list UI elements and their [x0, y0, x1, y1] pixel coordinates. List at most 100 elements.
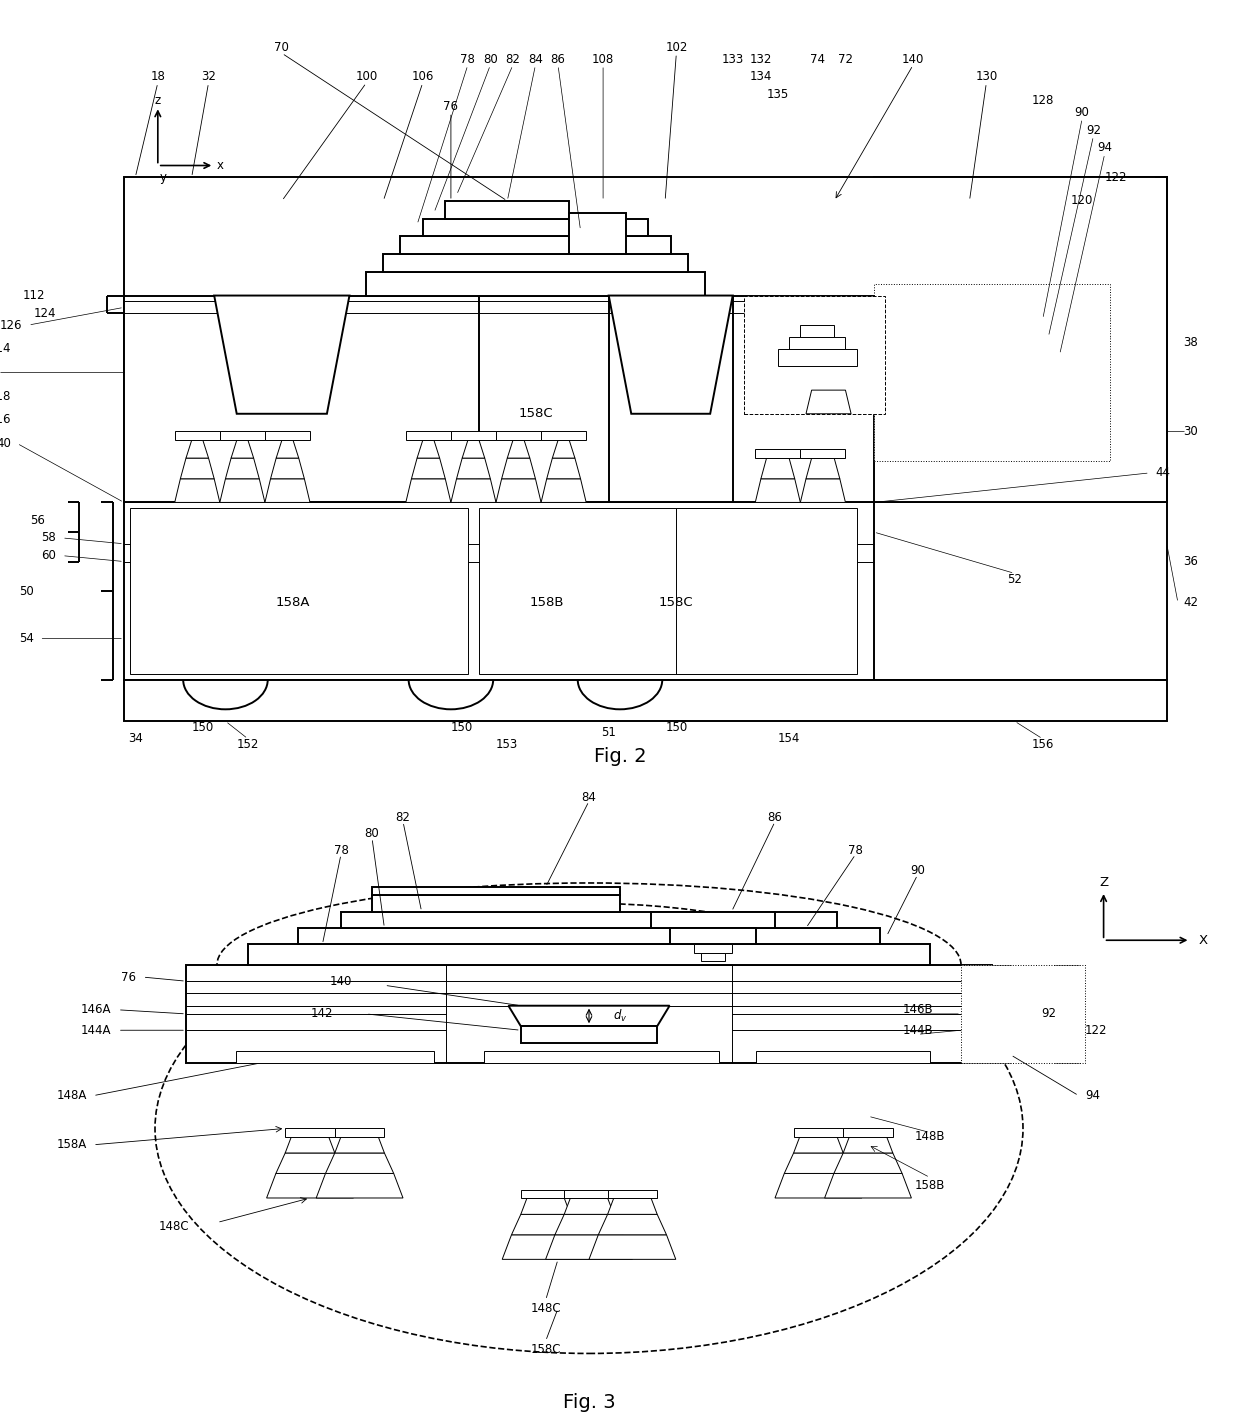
Polygon shape [451, 478, 496, 502]
Text: 114: 114 [0, 343, 11, 356]
Text: 60: 60 [41, 549, 56, 562]
Polygon shape [508, 1006, 670, 1026]
Polygon shape [180, 458, 215, 478]
Bar [372, 895, 620, 912]
Text: 80: 80 [365, 827, 379, 841]
Bar [285, 1128, 335, 1137]
Bar [130, 508, 467, 675]
Text: 126: 126 [0, 319, 22, 332]
Text: 58: 58 [42, 531, 56, 545]
Polygon shape [325, 1153, 394, 1174]
Polygon shape [599, 1214, 667, 1235]
Polygon shape [825, 1174, 911, 1198]
Polygon shape [456, 458, 490, 478]
Polygon shape [589, 1235, 676, 1259]
Text: 158C: 158C [518, 407, 553, 420]
Text: 32: 32 [201, 70, 216, 84]
Polygon shape [265, 478, 310, 502]
Bar [670, 928, 756, 945]
Polygon shape [541, 478, 587, 502]
Bar [676, 508, 857, 675]
Bar [521, 1190, 570, 1198]
Bar [405, 431, 451, 440]
Polygon shape [496, 478, 541, 502]
Text: 128: 128 [1032, 94, 1054, 107]
Text: 42: 42 [1184, 596, 1199, 609]
Text: 132: 132 [750, 53, 773, 65]
Polygon shape [270, 458, 304, 478]
Polygon shape [511, 1214, 580, 1235]
Text: 134: 134 [750, 70, 773, 84]
Bar [236, 1050, 434, 1063]
Text: Z: Z [1099, 877, 1109, 889]
Text: 130: 130 [975, 70, 997, 84]
Bar [874, 283, 1110, 461]
Text: 84: 84 [528, 53, 543, 65]
Text: 50: 50 [19, 585, 33, 598]
Text: 135: 135 [766, 88, 789, 101]
Text: 78: 78 [848, 844, 863, 857]
Bar [372, 887, 620, 895]
Bar [186, 965, 992, 1063]
Text: 118: 118 [0, 390, 11, 403]
Bar [383, 255, 688, 272]
Text: Fig. 3: Fig. 3 [563, 1393, 615, 1412]
Bar [541, 431, 587, 440]
Text: 44: 44 [1156, 467, 1171, 480]
Text: 156: 156 [1032, 739, 1054, 751]
Polygon shape [833, 1153, 903, 1174]
Text: 36: 36 [1184, 555, 1199, 568]
Polygon shape [775, 1174, 862, 1198]
Text: y: y [160, 171, 167, 184]
Polygon shape [463, 440, 485, 458]
Text: 120: 120 [1071, 195, 1094, 208]
Text: 82: 82 [506, 53, 521, 65]
Text: 84: 84 [582, 791, 596, 804]
Text: 158A: 158A [57, 1138, 87, 1151]
Text: 148B: 148B [915, 1130, 945, 1143]
Bar [789, 337, 846, 349]
Text: 94: 94 [1097, 141, 1112, 154]
Text: 158A: 158A [275, 596, 310, 609]
Text: 150: 150 [665, 720, 687, 733]
Bar [366, 272, 704, 296]
Text: 133: 133 [722, 53, 744, 65]
Bar [564, 1190, 614, 1198]
Text: 34: 34 [128, 733, 143, 746]
Bar [744, 296, 885, 414]
Text: 124: 124 [33, 307, 56, 320]
Text: 158B: 158B [529, 596, 564, 609]
Bar [248, 945, 930, 965]
Polygon shape [215, 296, 350, 414]
Text: 90: 90 [910, 864, 925, 877]
Text: 108: 108 [591, 53, 614, 65]
Polygon shape [609, 296, 733, 414]
Text: 76: 76 [122, 970, 136, 983]
Bar [800, 450, 846, 458]
Bar [496, 431, 541, 440]
Text: 140: 140 [901, 53, 924, 65]
Polygon shape [794, 1137, 843, 1153]
Text: 158C: 158C [658, 596, 693, 609]
Text: 78: 78 [334, 844, 348, 857]
Bar [335, 1128, 384, 1137]
Polygon shape [226, 458, 259, 478]
Bar [423, 219, 649, 236]
Text: 140: 140 [330, 975, 352, 988]
Bar [843, 1128, 893, 1137]
Polygon shape [806, 390, 851, 414]
Text: 54: 54 [19, 632, 33, 645]
Text: 142: 142 [311, 1007, 334, 1020]
Text: 40: 40 [0, 437, 11, 450]
Polygon shape [502, 458, 536, 478]
Text: 146B: 146B [903, 1003, 932, 1016]
Text: 144A: 144A [81, 1023, 112, 1037]
Polygon shape [267, 1174, 353, 1198]
Polygon shape [277, 1153, 345, 1174]
Text: 148C: 148C [531, 1302, 560, 1315]
Bar [124, 296, 874, 502]
Polygon shape [335, 1137, 384, 1153]
Polygon shape [405, 478, 451, 502]
Bar [124, 502, 874, 680]
Text: 106: 106 [412, 70, 434, 84]
